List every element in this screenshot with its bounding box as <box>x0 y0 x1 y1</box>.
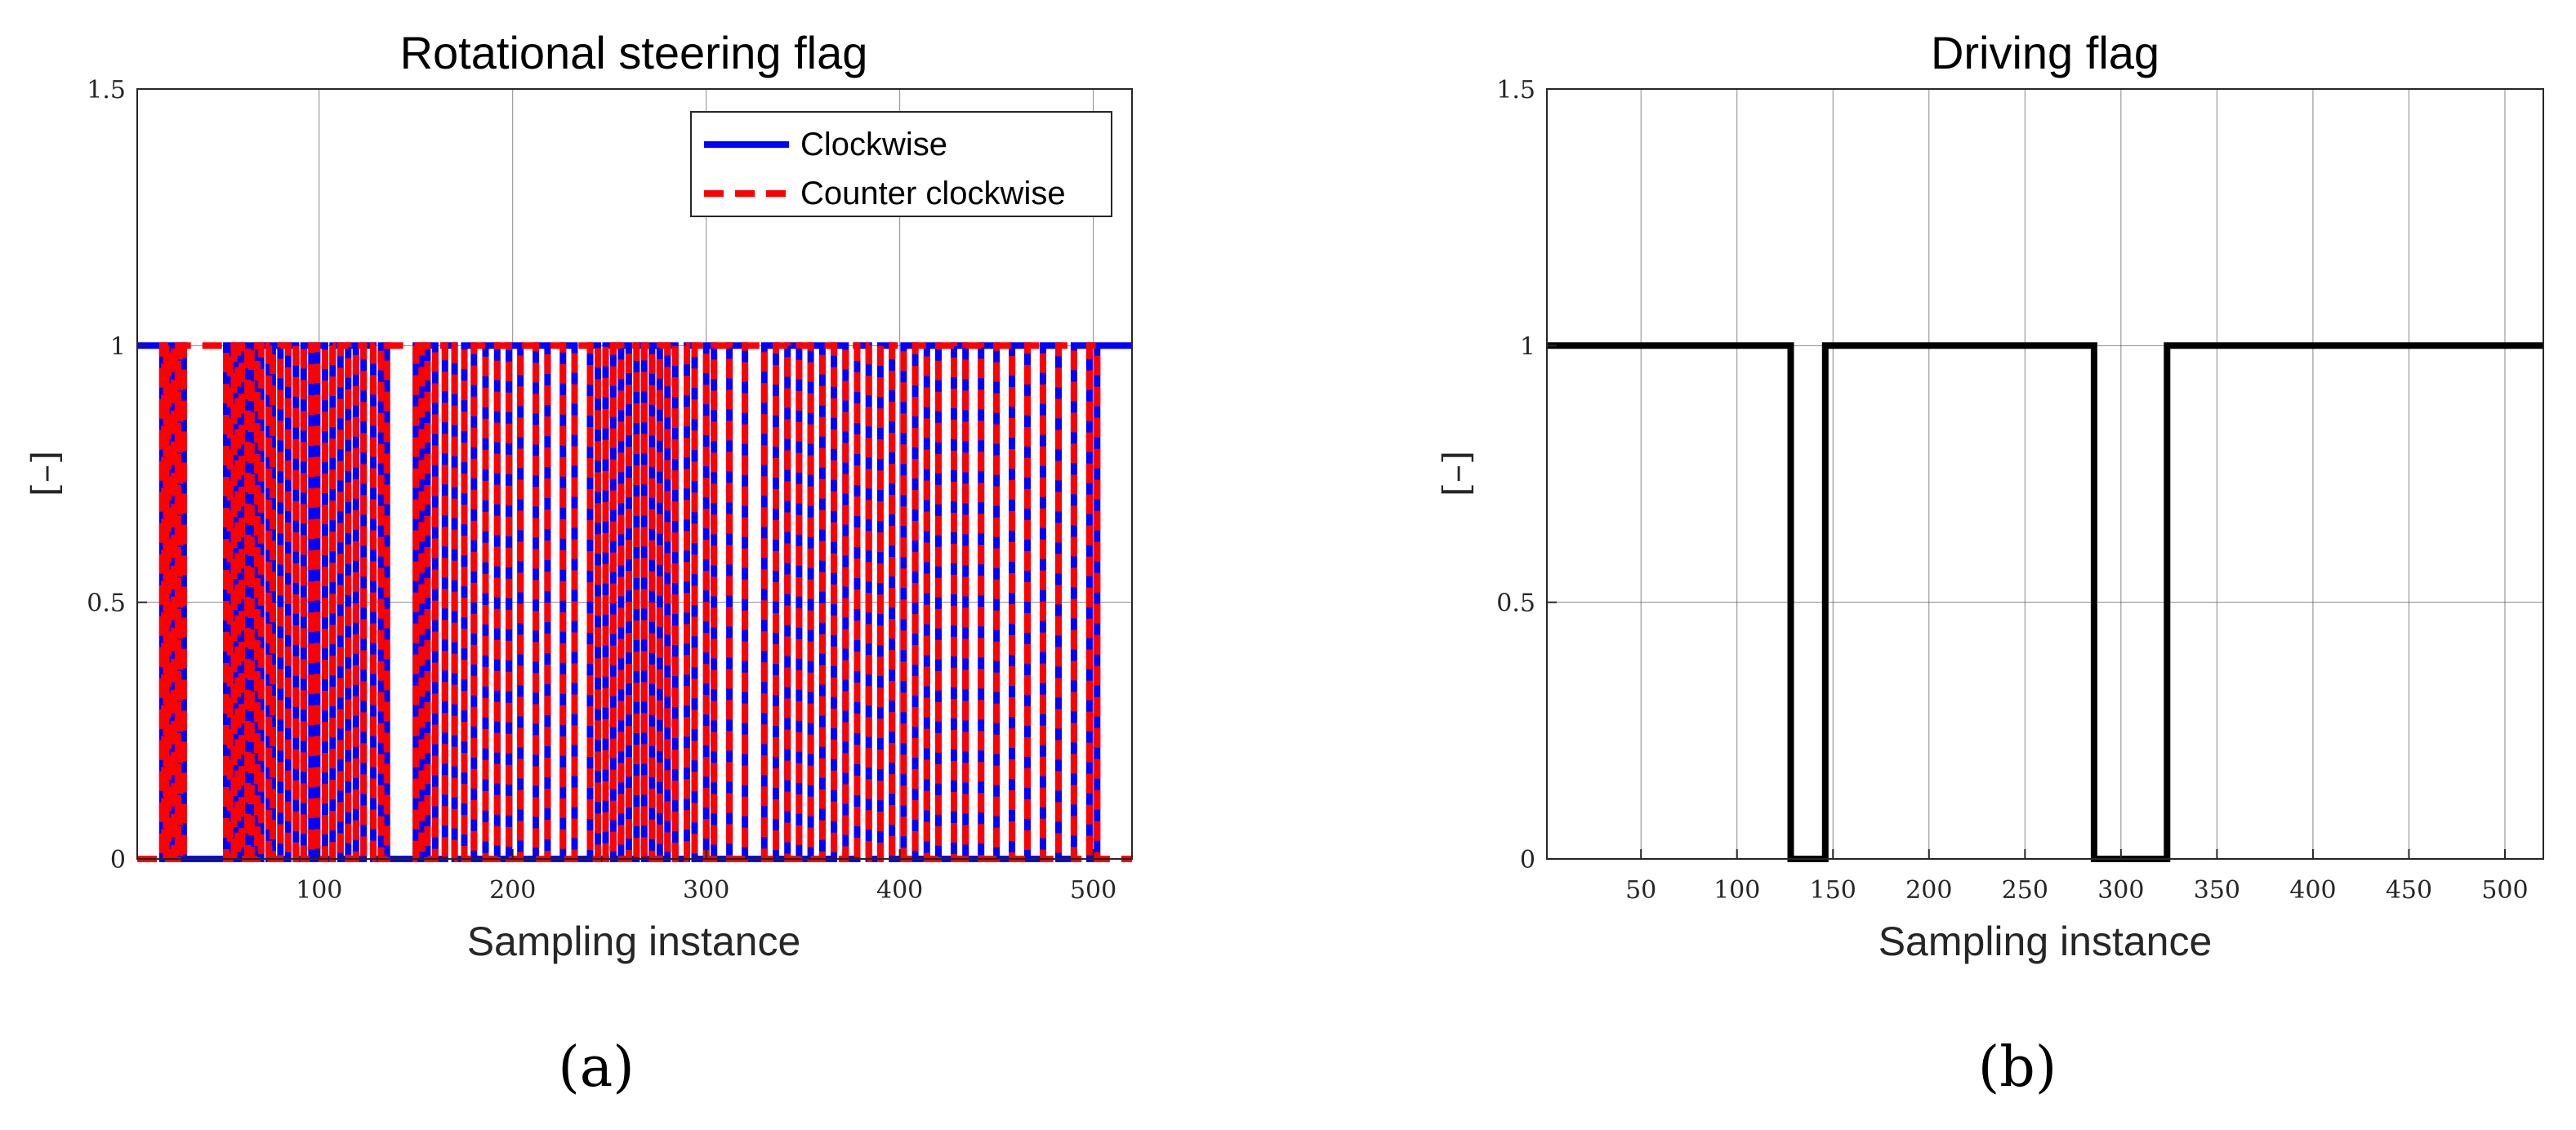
panel-a-chart: Rotational steering flag 100 200 300 400 500… <box>25 27 1133 1100</box>
legend-box <box>690 111 1112 217</box>
panel-b-series-line-0 <box>1547 342 2543 862</box>
panel-b-title: Driving flag <box>1931 27 2159 78</box>
panel-b-plot-area <box>1547 89 2543 859</box>
panel-b-x-tick-label: 450 <box>2386 876 2432 905</box>
panel-a-label: (a) <box>558 1035 635 1100</box>
panel-a-x-tick-label: 400 <box>876 876 923 905</box>
panel-b-y-tick-label: 0.5 <box>1496 589 1535 618</box>
panel-a-x-tick-label: 200 <box>489 876 536 905</box>
panel-a-y-tick-label: 1 <box>110 332 126 361</box>
panel-b-label: (b) <box>1978 1035 2057 1100</box>
panel-b-x-tick-label: 150 <box>1810 876 1856 905</box>
panel-b-series <box>1547 342 2543 862</box>
panel-b-y-tick-label: 1.5 <box>1496 76 1535 105</box>
panel-b-x-tick-label: 200 <box>1905 876 1952 905</box>
panel-b-y-tick-label: 0 <box>1520 846 1535 874</box>
panel-a-y-tick-label: 0 <box>110 846 126 874</box>
panel-a-series <box>137 342 1132 862</box>
panel-b-x-tick-label: 350 <box>2194 876 2240 905</box>
panel-b-y-tick-label: 1 <box>1520 332 1535 361</box>
panel-b-x-tick-label: 400 <box>2289 876 2336 905</box>
panel-a-y-tick-label: 1.5 <box>87 76 126 105</box>
panel-a-y-tick-label: 0.5 <box>87 589 126 618</box>
panel-a-y-ticks: 0 0.5 1 1.5 <box>87 76 147 874</box>
panel-a-title: Rotational steering flag <box>400 27 868 78</box>
legend-clockwise-label: Clockwise <box>800 127 947 162</box>
panel-a-x-tick-label: 300 <box>683 876 729 905</box>
panel-a-legend: Clockwise Counter clockwise <box>690 111 1112 217</box>
panel-b-x-axis-label: Sampling instance <box>1879 919 2213 964</box>
panel-b-x-tick-label: 50 <box>1625 876 1656 905</box>
panel-b-y-axis-label: [–] <box>1436 451 1477 496</box>
panel-a-x-axis-label: Sampling instance <box>467 919 801 964</box>
panel-b-chart: Driving flag 50 100 150 200 250 300 350 400 450 5… <box>1436 27 2544 1100</box>
panel-a-x-tick-label: 100 <box>296 876 342 905</box>
panel-a-x-ticks: 100 200 300 400 500 <box>296 849 1116 905</box>
panel-a-x-tick-label: 500 <box>1070 876 1116 905</box>
panel-b-x-tick-label: 300 <box>2097 876 2144 905</box>
panel-b-x-ticks: 50 100 150 200 250 300 350 400 450 500 <box>1625 849 2529 905</box>
panel-a-y-axis-label: [–] <box>25 451 66 496</box>
panel-a-axes-box <box>136 88 1133 860</box>
panel-b-x-tick-label: 500 <box>2481 876 2528 905</box>
panel-b-x-tick-label: 250 <box>2002 876 2048 905</box>
panel-b-axes-box <box>1546 88 2544 860</box>
panel-b-x-tick-label: 100 <box>1714 876 1760 905</box>
panel-b-y-ticks: 0 0.5 1 1.5 <box>1496 76 1557 874</box>
legend-counter-clockwise-label: Counter clockwise <box>800 176 1066 211</box>
